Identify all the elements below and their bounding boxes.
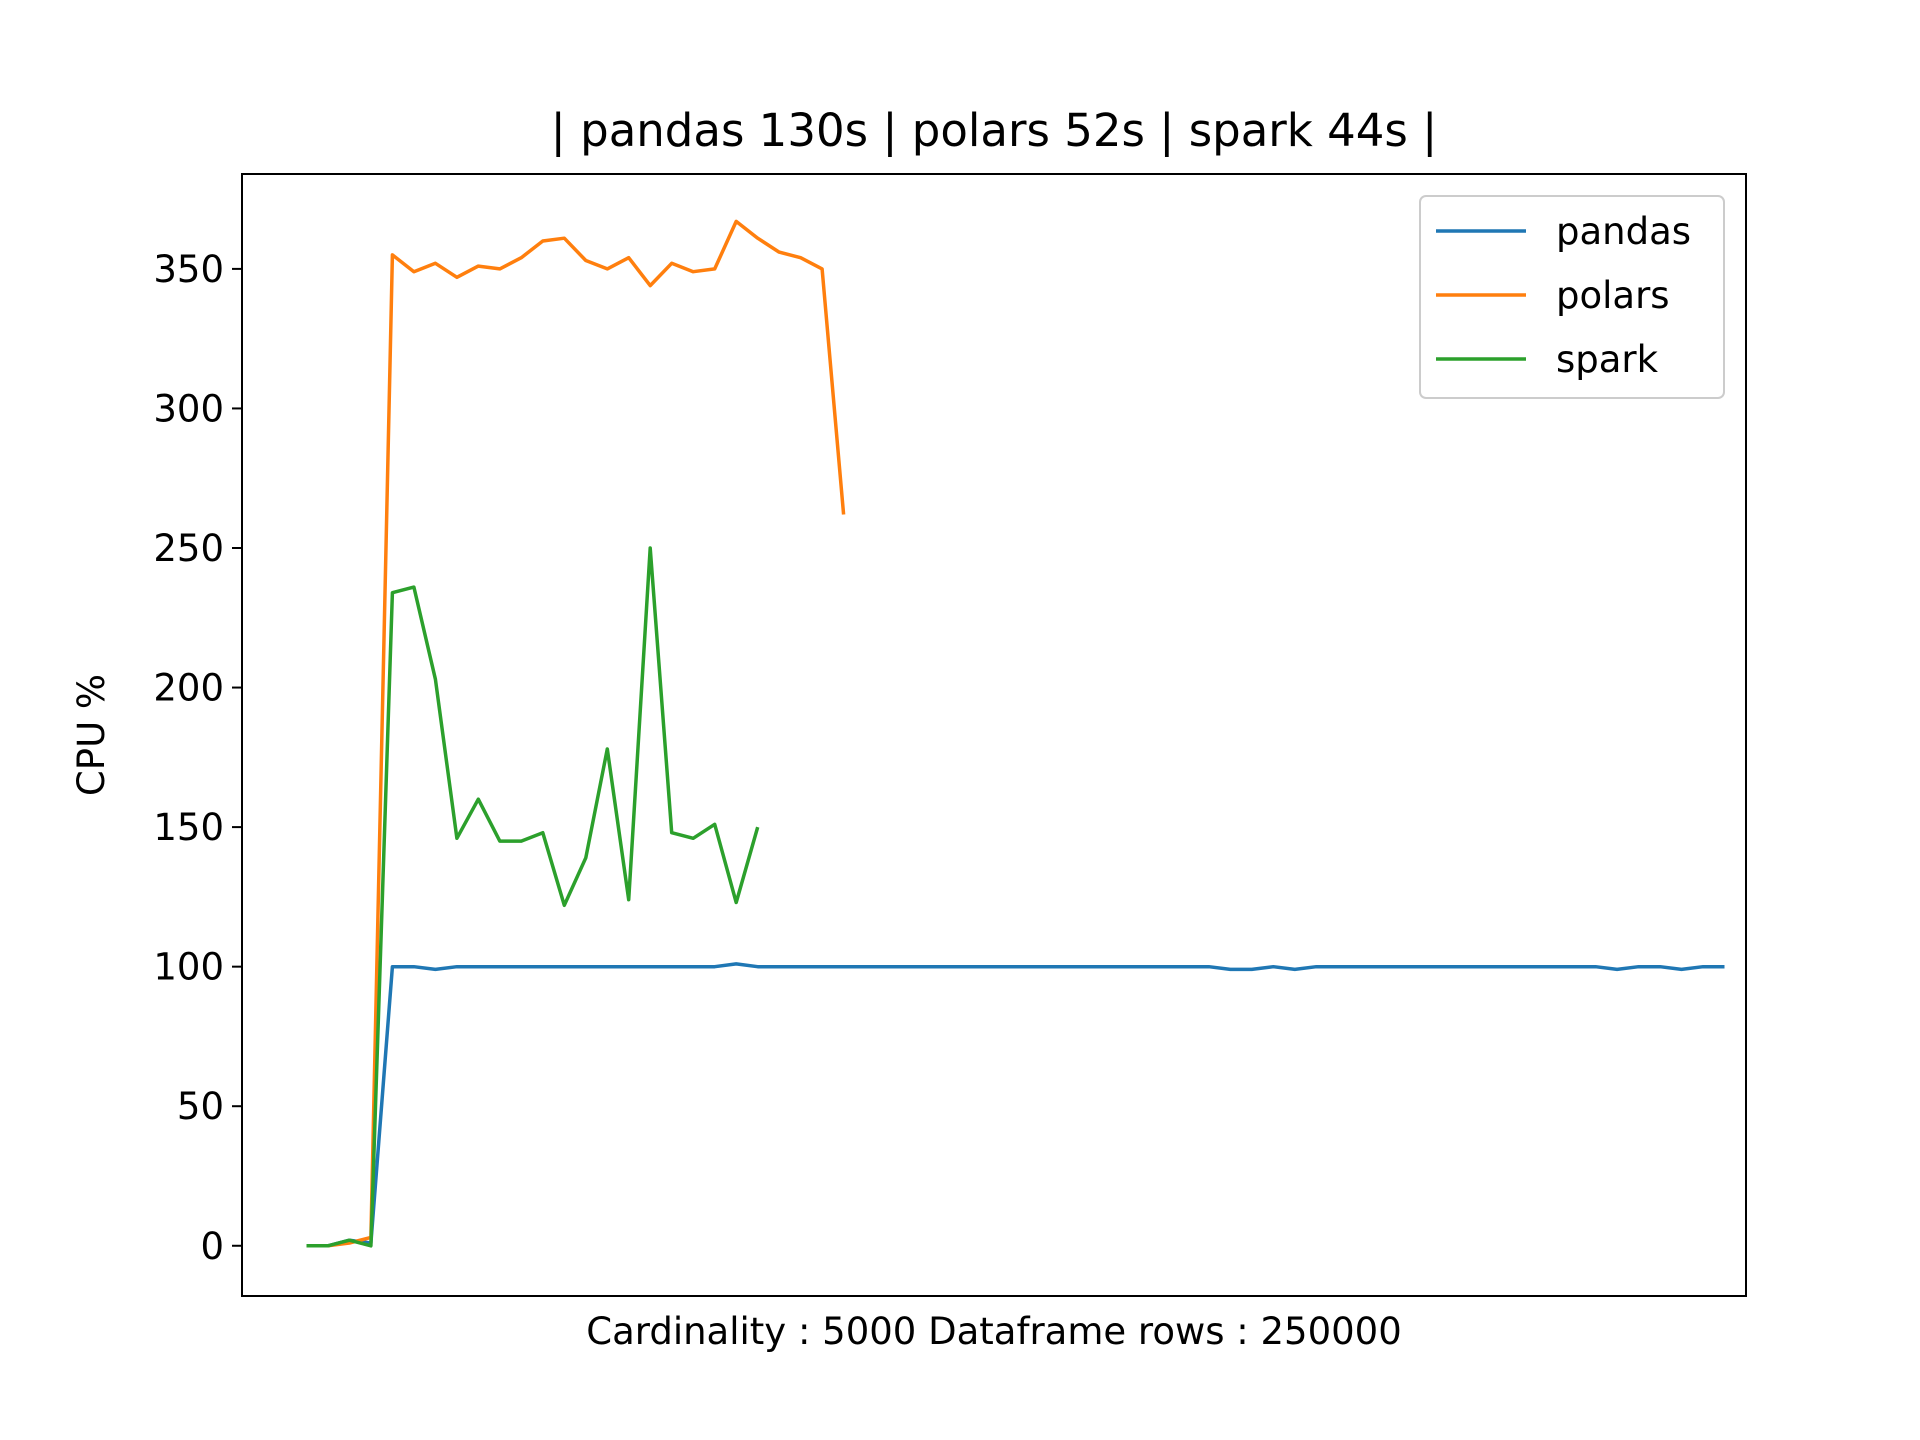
y-tick-label-300: 300 <box>153 387 224 430</box>
legend: pandas polars spark <box>1419 195 1725 399</box>
y-axis-label: CPU % <box>70 674 113 796</box>
y-tick-label-250: 250 <box>153 527 224 570</box>
y-tick-label-350: 350 <box>153 248 224 291</box>
legend-box <box>1419 195 1725 399</box>
series-line-pandas <box>306 962 1725 1248</box>
y-tick-label-0: 0 <box>200 1225 224 1268</box>
plot-frame <box>241 173 1747 1297</box>
legend-label-spark: spark <box>1556 338 1659 381</box>
x-axis-label: Cardinality : 5000 Dataframe rows : 2500… <box>586 1310 1401 1353</box>
chart-title: | pandas 130s | polars 52s | spark 44s | <box>551 104 1438 157</box>
y-tick-label-50: 50 <box>177 1085 224 1128</box>
y-tick-label-100: 100 <box>153 946 224 989</box>
series-line-polars <box>306 219 846 1248</box>
legend-label-pandas: pandas <box>1556 210 1691 253</box>
legend-label-polars: polars <box>1556 274 1670 317</box>
y-axis: 0 50 100 150 200 250 300 350 <box>153 248 242 1268</box>
y-tick-label-200: 200 <box>153 667 224 710</box>
series-line-spark <box>306 546 760 1248</box>
y-tick-label-150: 150 <box>153 806 224 849</box>
plot-lines <box>306 219 1725 1248</box>
